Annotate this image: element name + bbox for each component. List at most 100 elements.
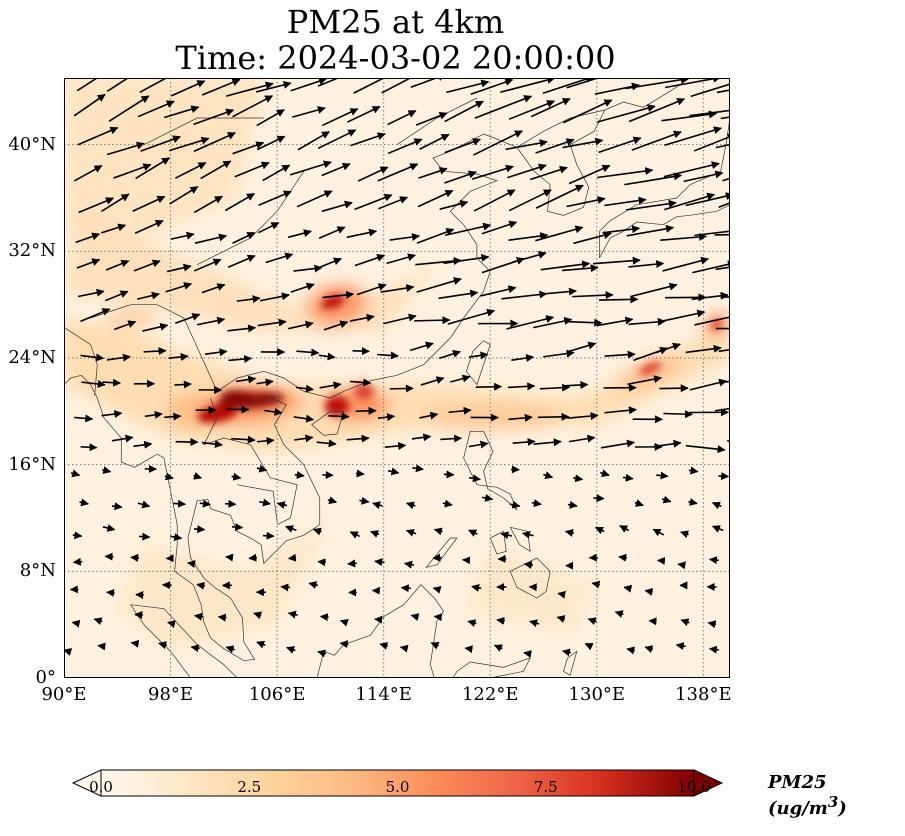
wind-arrow (507, 163, 547, 179)
wind-arrow (480, 285, 517, 297)
wind-arrow (663, 161, 720, 178)
wind-arrow (231, 472, 242, 481)
wind-arrow (158, 641, 168, 650)
wind-arrow (521, 530, 534, 539)
wind-arrow (409, 341, 434, 352)
wind-arrow (106, 588, 115, 597)
coastline-segment (463, 430, 518, 511)
wind-arrow (72, 531, 83, 540)
wind-arrow (130, 639, 140, 648)
wind-arrow (78, 197, 114, 214)
wind-arrow (567, 412, 599, 421)
wind-arrow (448, 406, 472, 415)
wind-arrow (626, 224, 675, 237)
wind-arrow (481, 493, 494, 502)
lon-tick-label: 114°E (355, 684, 412, 705)
wind-arrow (433, 527, 443, 536)
wind-arrow (381, 78, 412, 94)
wind-arrow (444, 222, 492, 237)
wind-arrow (467, 619, 477, 627)
wind-arrow (328, 412, 350, 421)
wind-arrow (531, 499, 542, 507)
wind-arrow (383, 313, 417, 325)
wind-arrow (175, 162, 207, 179)
wind-arrow (114, 320, 137, 331)
wind-arrow (471, 164, 514, 180)
wind-arrow (661, 495, 672, 504)
coastline-segment (425, 537, 458, 568)
wind-arrow (708, 556, 719, 565)
wind-arrow (339, 619, 349, 627)
wind-arrow (644, 587, 654, 596)
wind-arrow (718, 348, 730, 353)
wind-arrow (529, 619, 540, 628)
wind-arrow (414, 316, 451, 325)
wind-arrow (258, 190, 292, 207)
wind-arrow (416, 277, 462, 293)
lon-tick-label: 130°E (568, 684, 626, 705)
wind-arrow (473, 189, 516, 212)
wind-arrow (293, 414, 315, 423)
wind-arrow (356, 283, 387, 296)
wind-arrow (227, 324, 257, 333)
wind-arrow (535, 225, 584, 242)
wind-arrow (661, 110, 718, 122)
wind-arrow (443, 253, 490, 265)
wind-arrow (602, 225, 641, 234)
wind-arrow (655, 342, 681, 354)
wind-arrow (256, 378, 274, 387)
wind-arrow (102, 524, 116, 532)
colorbar-tick-label: 10.0 (677, 778, 711, 796)
wind-arrow (412, 464, 424, 473)
wind-arrow (507, 382, 536, 391)
wind-arrow (711, 525, 724, 533)
wind-arrow (652, 528, 665, 537)
wind-arrow (199, 499, 211, 508)
wind-arrow (259, 498, 272, 507)
wind-arrow (406, 501, 416, 510)
wind-arrow (354, 254, 386, 267)
wind-arrow (572, 291, 614, 300)
wind-arrow (93, 617, 103, 626)
wind-arrow (523, 561, 534, 569)
wind-arrow (660, 232, 708, 241)
wind-arrow (663, 410, 693, 419)
wind-arrow (259, 292, 290, 302)
wind-arrow (389, 384, 414, 393)
wind-arrow (387, 138, 423, 155)
wind-arrow (164, 105, 200, 119)
wind-arrow (623, 584, 633, 593)
wind-arrow (562, 264, 599, 273)
wind-arrow (349, 378, 372, 387)
wind-arrow (410, 613, 420, 621)
wind-arrow (622, 473, 634, 482)
wind-arrow (130, 553, 140, 562)
coastline-segment (143, 117, 264, 145)
wind-arrow (262, 164, 291, 182)
wind-arrow (193, 108, 235, 126)
wind-arrow (170, 231, 195, 240)
wind-arrow (374, 615, 383, 624)
wind-arrow (372, 501, 383, 510)
wind-arrow (530, 97, 571, 118)
wind-arrow (540, 287, 577, 296)
wind-arrow (187, 560, 196, 569)
wind-arrow (346, 434, 370, 443)
wind-arrow (715, 143, 730, 149)
wind-arrow (418, 167, 448, 179)
wind-arrow (378, 196, 409, 210)
wind-arrow (253, 611, 263, 620)
wind-arrow (359, 496, 370, 505)
wind-arrow (533, 438, 562, 447)
wind-arrow (474, 95, 533, 119)
wind-arrow (625, 78, 689, 90)
wind-arrow (140, 135, 181, 152)
pm25-region (463, 544, 597, 638)
wind-arrow (224, 192, 256, 212)
wind-arrow (227, 254, 256, 268)
wind-arrow (618, 553, 627, 562)
wind-arrow (231, 435, 256, 444)
wind-arrow (287, 553, 297, 562)
wind-arrow (512, 251, 547, 263)
wind-arrow (319, 381, 342, 390)
